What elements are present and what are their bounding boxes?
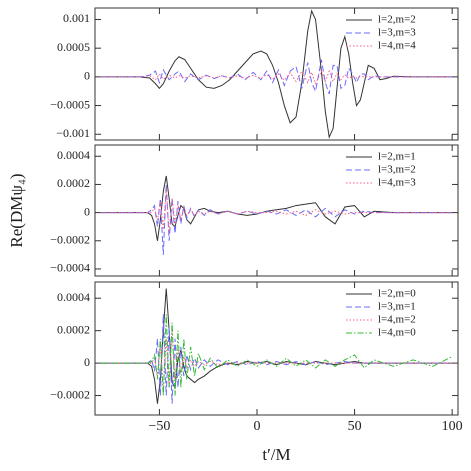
series-line — [100, 175, 453, 241]
legend-label: l=4,m=0 — [378, 327, 416, 339]
y-tick-label: 0.0002 — [57, 176, 90, 190]
series-line — [100, 9, 453, 139]
legend-label: l=4,m=4 — [378, 40, 416, 52]
y-tick-label: 0.001 — [63, 11, 90, 25]
y-axis-label: Re(DMψ₄) — [7, 173, 26, 247]
legend-label: l=2,m=0 — [378, 288, 416, 300]
y-tick-label: −0.0002 — [50, 387, 90, 401]
y-tick-label: −0.0005 — [50, 97, 90, 111]
x-tick-label: 0 — [253, 419, 260, 434]
series-line — [100, 184, 453, 255]
y-tick-label: 0.0002 — [57, 322, 90, 336]
series-line — [100, 69, 453, 86]
x-axis-label: t′/M — [262, 445, 290, 464]
y-tick-label: −0.0002 — [50, 233, 90, 247]
y-tick-label: 0.0004 — [57, 290, 90, 304]
x-tick-label: 100 — [442, 419, 463, 434]
plot-frame — [94, 7, 459, 141]
legend-label: l=3,m=2 — [378, 164, 416, 176]
x-tick-label: 50 — [348, 419, 362, 434]
series-line — [100, 314, 453, 404]
y-tick-label: −0.0004 — [50, 261, 90, 275]
x-tick-label: −50 — [148, 419, 170, 434]
y-tick-label: 0 — [84, 69, 90, 83]
plot-frame — [94, 281, 459, 416]
legend-label: l=4,m=3 — [378, 177, 416, 189]
y-tick-label: 0.0004 — [57, 148, 90, 162]
series-line — [100, 59, 453, 95]
legend-label: l=2,m=1 — [378, 151, 416, 163]
series-line — [100, 314, 453, 396]
legend-label: l=3,m=3 — [378, 27, 416, 39]
y-tick-label: 0 — [84, 204, 90, 218]
y-tick-label: 0.0005 — [57, 40, 90, 54]
legend-label: l=2,m=2 — [378, 14, 416, 26]
plot-frame — [94, 144, 459, 277]
y-tick-label: 0 — [84, 355, 90, 369]
legend-label: l=3,m=1 — [378, 301, 416, 313]
series-line — [100, 330, 453, 393]
series-line — [100, 188, 453, 234]
y-tick-label: −0.001 — [56, 126, 90, 140]
legend-label: l=4,m=2 — [378, 314, 416, 326]
